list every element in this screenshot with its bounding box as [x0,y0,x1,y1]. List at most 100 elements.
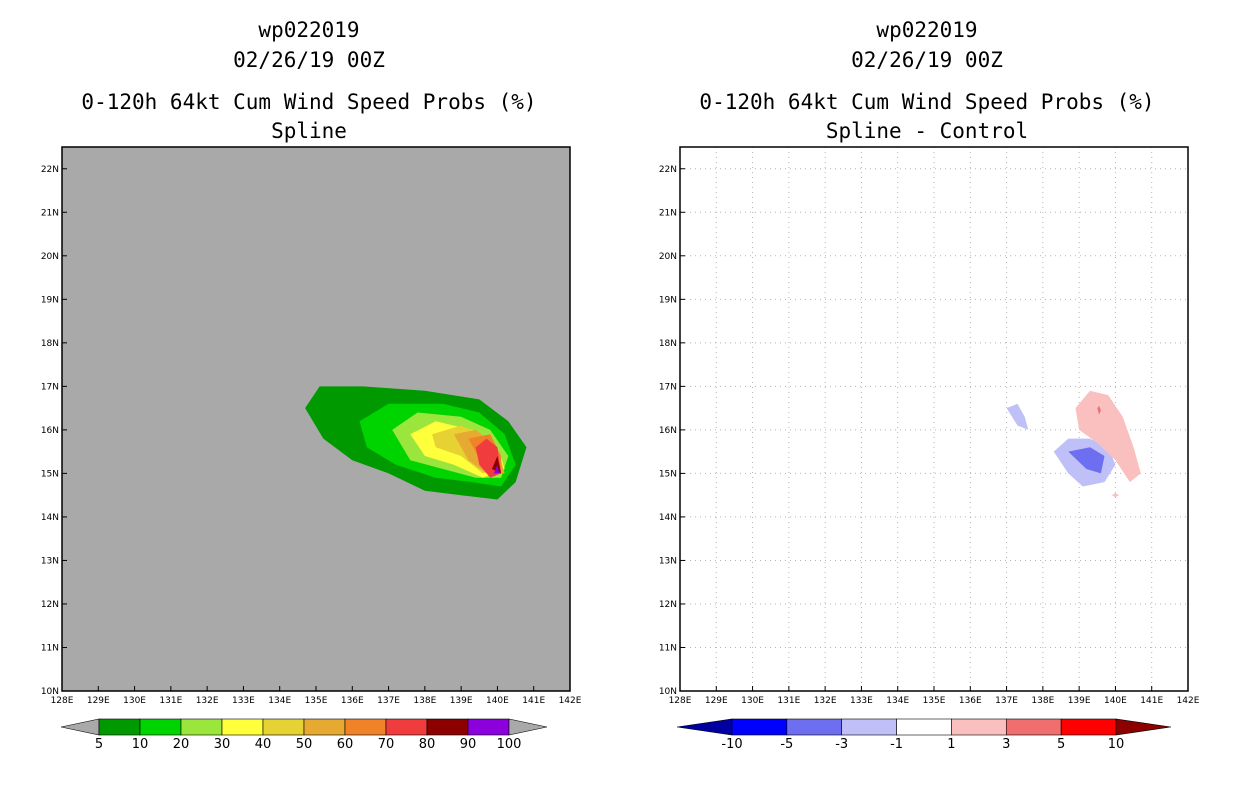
y-tick-label: 21N [659,208,677,218]
x-tick-label: 128E [669,696,692,706]
x-tick-label: 136E [959,696,982,706]
colorbar-swatch [221,718,264,736]
x-tick-label: 137E [995,696,1018,706]
contour-level--3 [1006,403,1029,430]
y-tick-label: 18N [659,339,677,349]
colorbar-swatch [841,718,897,736]
colorbar-label: 50 [296,737,313,752]
x-tick-label: 138E [413,696,436,706]
x-tick-label: 130E [741,696,764,706]
datetime: 02/26/19 00Z [851,48,1003,72]
colorbar-swatch [139,718,182,736]
chart-svg: 128E 129E 130E 131E 132E 133E 134E 135E 136E 137E… [41,146,582,752]
x-tick-label: 131E [159,696,182,706]
x-tick-label: 132E [814,696,837,706]
y-tick-label: 22N [659,165,677,175]
colorbar-label: 80 [419,737,436,752]
x-tick-label: 137E [377,696,400,706]
colorbar-label: 10 [132,737,149,752]
y-tick-label: 22N [41,165,59,175]
contour-level-90 [493,464,500,474]
x-tick-label: 134E [886,696,909,706]
colorbar-swatch [344,718,387,736]
colorbar-arrow-left [60,718,100,736]
x-tick-label: 139E [1068,696,1091,706]
y-tick-label: 12N [41,600,59,610]
x-tick-label: 135E [305,696,328,706]
colorbar-label: 90 [460,737,477,752]
contour-level--5 [1068,447,1105,474]
colorbar-label: 5 [95,737,103,752]
colorbar-label: 60 [337,737,354,752]
colorbar-label: 100 [497,737,522,752]
x-tick-label: 140E [1104,696,1127,706]
y-tick-label: 10N [659,687,677,697]
storm-id: wp022019 [258,18,360,42]
y-tick-label: 17N [41,382,59,392]
x-tick-label: 134E [268,696,291,706]
colorbar-label: 20 [173,737,190,752]
colorbar-label: 70 [378,737,395,752]
y-tick-label: 14N [659,513,677,523]
colorbar-label: 1 [947,737,955,752]
colorbar-swatch [896,718,952,736]
colorbar-swatch [98,718,141,736]
contour-level-80 [492,456,502,474]
storm-id: wp022019 [876,18,978,42]
y-tick-label: 15N [41,469,59,479]
colorbar-label: -1 [890,737,903,752]
colorbar-swatch [1060,718,1117,736]
y-tick-label: 16N [41,426,59,436]
colorbar-arrow-right [1115,718,1172,736]
x-tick-label: 141E [522,696,545,706]
chart-subtitle: Spline - Control [825,119,1029,143]
chart-title: 0-120h 64kt Cum Wind Speed Probs (%) [81,90,537,114]
y-tick-label: 17N [659,382,677,392]
x-tick-label: 133E [232,696,255,706]
y-tick-label: 11N [41,643,59,653]
colorbar-label: -3 [835,737,848,752]
right-panel-spline-control: wp022019 02/26/19 00Z 0-120h 64kt Cum Wi… [618,0,1236,800]
contour-level-3 [1075,390,1141,483]
colorbar-label: 5 [1057,737,1065,752]
colorbar-label: -10 [721,737,742,752]
y-tick-label: 19N [659,295,677,305]
chart-title: 0-120h 64kt Cum Wind Speed Probs (%) [699,90,1155,114]
colorbar-swatch [1005,718,1062,736]
contour-level-5 [1097,405,1101,415]
x-tick-label: 138E [1031,696,1054,706]
colorbar-label: -5 [780,737,793,752]
y-tick-label: 20N [41,252,59,262]
y-tick-label: 13N [41,556,59,566]
colorbar-label: 30 [214,737,231,752]
y-tick-label: 15N [659,469,677,479]
y-tick-label: 13N [659,556,677,566]
x-tick-label: 136E [341,696,364,706]
x-tick-label: 140E [486,696,509,706]
y-tick-label: 19N [41,295,59,305]
y-tick-label: 21N [41,208,59,218]
colorbar-arrow-right [508,718,548,736]
colorbar-swatch [786,718,843,736]
colorbar-swatch [385,718,428,736]
colorbar-swatch [731,718,788,736]
y-tick-label: 16N [659,426,677,436]
left-panel-spline: wp022019 02/26/19 00Z 0-120h 64kt Cum Wi… [41,18,582,753]
colorbar-swatch [951,718,1007,736]
x-tick-label: 132E [196,696,219,706]
y-tick-label: 12N [659,600,677,610]
y-tick-label: 10N [41,687,59,697]
colorbar-label: 40 [255,737,272,752]
colorbar-arrow-left [676,718,733,736]
x-tick-label: 131E [777,696,800,706]
colorbar-label: 10 [1108,737,1125,752]
x-tick-label: 141E [1140,696,1163,706]
colorbar-swatch [303,718,346,736]
datetime: 02/26/19 00Z [233,48,385,72]
chart-svg: 128E 129E 130E 131E 132E 133E 134E 135E 136E 137E… [659,146,1200,752]
contour-level-3 [1111,493,1120,498]
y-tick-label: 11N [659,643,677,653]
colorbar-swatch [180,718,223,736]
colorbar-label: 3 [1002,737,1010,752]
chart-subtitle: Spline [271,119,347,143]
